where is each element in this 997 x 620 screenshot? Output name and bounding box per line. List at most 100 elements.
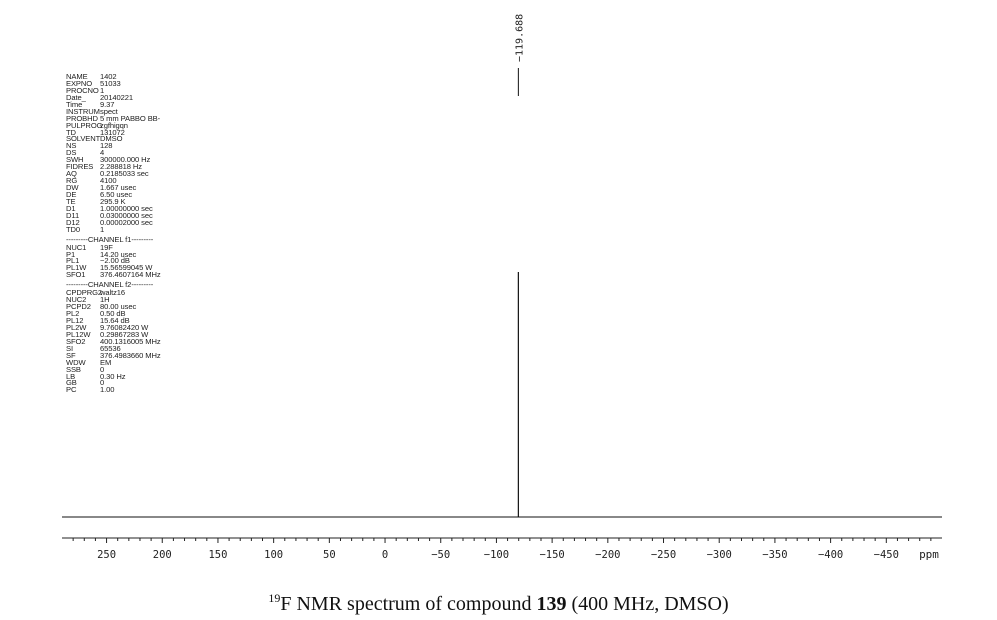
parameter-key: SOLVENT — [66, 134, 101, 144]
parameter-key: FIDRES — [66, 162, 94, 172]
parameter-key: D11 — [66, 210, 80, 220]
parameter-row: NAME 1402 — [66, 72, 161, 81]
parameter-value: 9.37 — [100, 99, 115, 109]
x-tick-label: 0 — [382, 549, 388, 561]
parameter-key: PL1W — [66, 263, 87, 273]
parameter-key: SFO1 — [66, 270, 86, 280]
x-tick-label: −150 — [539, 549, 564, 561]
parameter-value: 376.4983660 MHz — [100, 350, 161, 360]
parameter-value: 0.50 dB — [100, 309, 126, 319]
parameter-value: 131072 — [100, 127, 125, 137]
parameter-key: PL12 — [66, 316, 84, 325]
parameter-row: D11 0.03000000 sec — [66, 210, 161, 220]
parameter-row: NS 128 — [66, 142, 161, 150]
parameter-value: 1402 — [100, 72, 117, 81]
parameter-row: PL2W 9.76082420 W — [66, 322, 161, 332]
peak-labels: −119.688 — [514, 14, 525, 96]
parameter-row: PROBHD 5 mm PABBO BB- — [66, 113, 161, 123]
parameter-value: 1.00000000 sec — [100, 203, 153, 213]
parameter-key: D12 — [66, 217, 80, 227]
parameter-key: PROBHD — [66, 113, 98, 123]
parameter-row: D1 1.00000000 sec — [66, 203, 161, 213]
parameter-value: 300000.000 Hz — [100, 155, 151, 165]
parameter-value: 15.64 dB — [100, 316, 130, 325]
parameter-value: 6.50 usec — [100, 189, 133, 199]
acquisition-parameters: NAME 1402 EXPNO 51033 PROCNO 1 Date_ 20140221 Ti… — [66, 72, 161, 395]
parameter-value: 65536 — [100, 343, 121, 353]
parameter-value: 20140221 — [100, 92, 133, 102]
parameter-key: PL2W — [66, 322, 87, 332]
parameter-key: PL1 — [66, 256, 80, 266]
nmr-spectrum-chart: −119.688 250 200 150 100 50 0 −50 −100 −150 −200−… — [62, 14, 942, 561]
parameter-row: WDW EM — [66, 357, 161, 367]
x-tick-label: −100 — [484, 549, 509, 561]
parameter-row: TE 295.9 K — [66, 196, 161, 206]
parameter-row: SWH 300000.000 Hz — [66, 155, 161, 165]
parameters-channel-f2: CPDPRG2 waltz16 NUC2 1H PCPD2 80.00 usec PL2 0.… — [66, 288, 161, 395]
parameter-row: SSB 0 — [66, 364, 161, 374]
parameter-row: LB 0.30 Hz — [66, 371, 161, 381]
parameter-value: 80.00 usec — [100, 302, 137, 312]
parameter-key: TE — [66, 196, 76, 206]
parameter-row: PL12 15.64 dB — [66, 316, 161, 325]
parameter-key: NAME — [66, 72, 88, 81]
parameter-value: 1.00 — [100, 385, 115, 395]
parameter-row: AQ 0.2185033 sec — [66, 169, 161, 179]
parameter-value: 295.9 K — [100, 196, 126, 206]
parameter-row: PL2 0.50 dB — [66, 309, 161, 319]
channel-f2-header: --------- CHANNEL f2 --------- — [66, 280, 154, 290]
parameter-row: Time 9.37 — [66, 99, 161, 109]
x-tick-label: −450 — [874, 549, 899, 561]
x-tick-label: 250 — [97, 549, 116, 561]
parameter-key: SFO2 — [66, 336, 86, 346]
parameter-row: INSTRUM spect — [66, 106, 161, 116]
parameter-key: DW — [66, 183, 79, 192]
parameter-row: PL1W 15.56599045 W — [66, 263, 161, 273]
parameter-row: SOLVENT DMSO — [66, 134, 161, 144]
parameter-row: NUC1 19F — [66, 242, 161, 252]
parameter-value: 51033 — [100, 78, 121, 88]
parameter-row: FIDRES 2.288818 Hz — [66, 162, 161, 172]
parameters-general: NAME 1402 EXPNO 51033 PROCNO 1 Date_ 20140221 Ti… — [66, 72, 161, 234]
parameter-row: SF 376.4983660 MHz — [66, 350, 161, 360]
parameter-key: DS — [66, 148, 77, 158]
parameter-value: 0.2185033 sec — [100, 169, 149, 179]
parameter-key: D1 — [66, 203, 76, 213]
parameter-row: RG 4100 — [66, 177, 161, 185]
parameter-key: SWH — [66, 155, 84, 165]
parameter-value: EM — [100, 357, 112, 367]
caption-isotope-superscript: 19 — [268, 591, 281, 605]
parameter-row: SFO1 376.4607164 MHz — [66, 270, 161, 280]
parameter-row: TD0 1 — [66, 225, 161, 234]
parameter-key: Date_ — [66, 92, 86, 102]
parameter-value: 400.1316005 MHz — [100, 336, 161, 346]
parameter-row: SI 65536 — [66, 343, 161, 353]
parameter-key: SSB — [66, 364, 81, 374]
parameter-value: waltz16 — [100, 288, 126, 298]
parameters-channel-f1: NUC1 19F P1 14.20 usec PL1 −2.00 dB PL1W 15.565… — [66, 242, 161, 280]
parameter-value: 0 — [100, 378, 105, 388]
parameter-key: GB — [66, 378, 77, 388]
parameter-value: 0.30 Hz — [100, 371, 126, 381]
peak-shift-label: −119.688 — [514, 14, 525, 62]
parameter-value: 9.76082420 W — [100, 322, 149, 332]
parameter-row: D12 0.00002000 sec — [66, 217, 161, 227]
parameter-key: P1 — [66, 249, 76, 259]
parameter-value: 15.56599045 W — [100, 263, 153, 273]
parameter-key: INSTRUM — [66, 106, 100, 116]
parameter-value: 19F — [100, 242, 113, 252]
parameter-key: PCPD2 — [66, 302, 91, 312]
parameter-row: DW 1.667 usec — [66, 183, 161, 192]
x-tick-label: −300 — [707, 549, 732, 561]
parameter-key: TD — [66, 127, 76, 137]
parameter-row: Date_ 20140221 — [66, 92, 161, 102]
parameter-key: NUC1 — [66, 242, 87, 252]
parameter-key: PULPROG — [66, 120, 103, 130]
parameter-value: 0.00002000 sec — [100, 217, 153, 227]
parameter-value: 0.03000000 sec — [100, 210, 153, 220]
x-tick-label: −400 — [818, 549, 843, 561]
parameter-value: 14.20 usec — [100, 249, 137, 259]
parameter-row: PULPROG zgfhigqn — [66, 120, 161, 130]
caption-conditions: (400 MHz, DMSO) — [566, 593, 729, 615]
parameter-value: 4 — [100, 148, 105, 158]
